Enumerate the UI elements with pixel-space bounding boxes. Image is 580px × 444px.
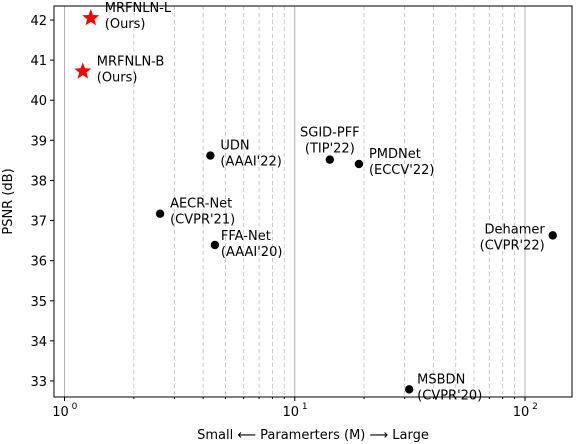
star-marker — [74, 62, 92, 79]
y-tick-label: 40 — [30, 94, 47, 109]
point-label-venue: (AAAI'22) — [220, 155, 281, 170]
y-tick-label: 37 — [30, 215, 47, 230]
data-point: MRFNLN-L(Ours) — [82, 1, 172, 32]
y-tick-label: 41 — [30, 54, 47, 69]
point-label-name: SGID-PFF — [300, 126, 360, 141]
dot-marker — [206, 151, 215, 160]
point-label-name: MRFNLN-L — [105, 1, 172, 16]
y-tick-label: 38 — [30, 174, 47, 189]
x-tick-exponent: 0 — [72, 402, 78, 412]
point-label-name: FFA-Net — [221, 229, 271, 244]
x-tick-label: 10 — [513, 405, 530, 420]
point-label-venue: (Ours) — [105, 17, 146, 32]
dot-marker — [354, 159, 364, 169]
data-point: MSBDN(CVPR'20) — [404, 372, 482, 403]
y-tick-label: 34 — [30, 335, 47, 350]
data-point: UDN(AAAI'22) — [206, 139, 282, 170]
dot-marker — [548, 231, 557, 240]
point-label-name: Dehamer — [485, 222, 546, 237]
data-points: MRFNLN-L(Ours)MRFNLN-B(Ours)UDN(AAAI'22)… — [74, 1, 557, 403]
dot-marker — [210, 240, 220, 250]
data-point: AECR-Net(CVPR'21) — [155, 197, 235, 228]
point-label-venue: (TIP'22) — [305, 142, 355, 157]
point-label-venue: (CVPR'21) — [170, 213, 235, 228]
y-axis-ticks: 33 34 35 36 37 38 39 40 41 42 — [30, 14, 54, 390]
x-tick-label: 10 — [52, 405, 69, 420]
point-label-venue: (CVPR'22) — [480, 238, 545, 253]
x-tick-exponent: 2 — [532, 402, 538, 412]
y-tick-label: 42 — [30, 14, 47, 29]
star-marker — [82, 9, 100, 26]
data-point: MRFNLN-B(Ours) — [74, 54, 164, 85]
data-point: PMDNet(ECCV'22) — [354, 147, 435, 178]
point-label-name: UDN — [220, 139, 249, 154]
point-label-venue: (CVPR'20) — [417, 388, 482, 403]
point-label-name: MRFNLN-B — [97, 54, 165, 69]
point-label-name: PMDNet — [369, 147, 421, 162]
point-label-name: AECR-Net — [170, 197, 232, 212]
plot-frame — [53, 5, 573, 398]
y-axis-label: PSNR (dB) — [1, 168, 16, 234]
dot-marker — [404, 385, 414, 394]
x-tick-label: 10 — [282, 405, 299, 420]
x-axis-ticks: 10 0 10 1 10 2 — [52, 397, 538, 420]
y-tick-label: 36 — [30, 255, 47, 270]
data-point: Dehamer(CVPR'22) — [480, 222, 557, 253]
y-tick-label: 39 — [30, 134, 47, 149]
point-label-name: MSBDN — [417, 372, 465, 387]
point-label-venue: (AAAI'20) — [221, 245, 283, 260]
y-tick-label: 35 — [30, 295, 47, 310]
data-point: SGID-PFF(TIP'22) — [300, 126, 360, 164]
dot-marker — [155, 209, 165, 218]
point-label-venue: (Ours) — [97, 70, 138, 85]
data-point: FFA-Net(AAAI'20) — [210, 229, 283, 260]
y-tick-label: 33 — [30, 375, 47, 390]
x-axis-label: Small ⟵ Paramerters (M) ⟶ Large — [197, 428, 429, 443]
point-label-venue: (ECCV'22) — [369, 163, 435, 178]
dot-marker — [325, 155, 335, 164]
x-tick-exponent: 1 — [302, 402, 308, 412]
grid — [64, 6, 526, 397]
